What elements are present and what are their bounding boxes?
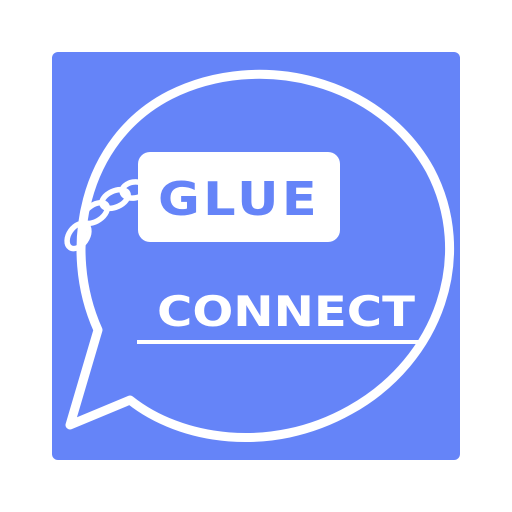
connect-underline	[137, 340, 420, 344]
speech-bubble-icon	[65, 69, 455, 443]
glue-label: GLUE	[158, 172, 320, 226]
glue-badge	[138, 152, 340, 242]
connect-label: CONNECT	[157, 287, 415, 336]
icon-background	[52, 52, 460, 460]
chain-link-2	[79, 199, 111, 227]
chain-link-icon	[64, 179, 149, 252]
chain-link-3	[99, 186, 131, 212]
